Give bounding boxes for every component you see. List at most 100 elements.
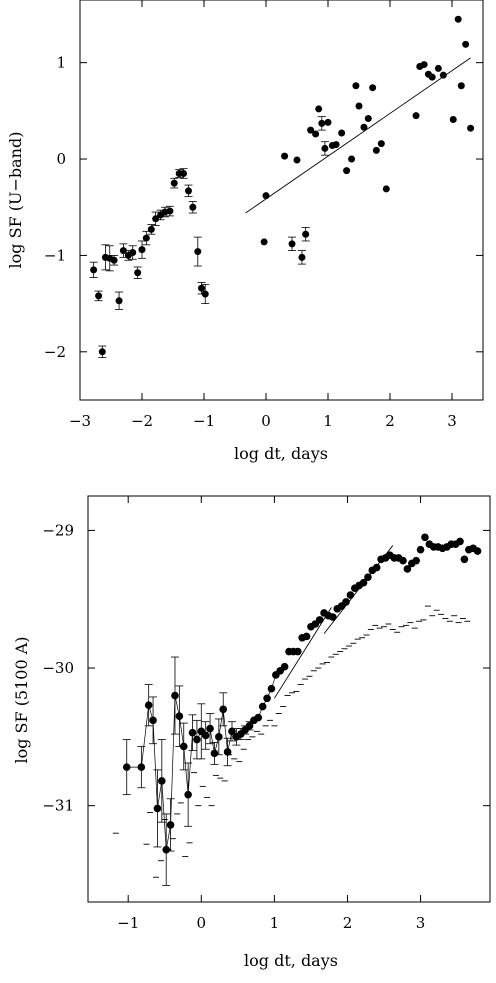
top-chart-data-point — [457, 82, 465, 90]
top-chart-data-point — [355, 102, 363, 110]
top-chart-x-tick-label: 3 — [447, 412, 457, 430]
bottom-chart-data-point — [193, 735, 201, 744]
top-chart-data-point — [467, 124, 475, 132]
top-chart-u-band: log dt, days log SF (U−band) −3 −2 −1 0 1 2 3 −… — [6, 0, 484, 463]
top-chart-data-point — [198, 284, 206, 292]
bottom-chart-y-axis-label: log SF (5100 A) — [12, 636, 31, 763]
bottom-chart-data-point — [473, 547, 482, 555]
top-chart-data-point — [332, 141, 340, 149]
bottom-chart-data-point — [179, 742, 188, 751]
bottom-chart-data-point — [206, 724, 214, 733]
top-chart-data-point — [115, 297, 123, 305]
bottom-chart-x-tick-label: 3 — [416, 914, 426, 932]
top-chart-x-tick-label: −1 — [193, 412, 215, 430]
top-chart-data-point — [129, 249, 137, 257]
top-chart-data-point — [134, 269, 142, 277]
top-chart-data-point — [110, 256, 118, 264]
top-chart-data-point — [95, 292, 103, 300]
top-chart-x-axis-label: log dt, days — [234, 444, 328, 463]
top-chart-data-point — [170, 179, 178, 187]
top-chart-x-tick-label: 0 — [261, 412, 271, 430]
bottom-chart-data-point — [210, 749, 219, 758]
bottom-chart-data-point — [329, 613, 337, 621]
bottom-chart-data-point — [302, 632, 311, 641]
bottom-chart-data-point — [153, 804, 162, 813]
top-chart-data-point — [302, 230, 310, 238]
top-chart-data-point — [194, 248, 202, 256]
bottom-chart-data-point — [122, 763, 131, 771]
bottom-chart-data-point — [346, 591, 355, 599]
top-chart-data-point — [152, 215, 160, 223]
bottom-chart-data-point — [421, 533, 429, 542]
top-chart-data-point — [312, 130, 320, 138]
bottom-chart-data-point — [184, 790, 192, 799]
top-chart-data-point — [201, 290, 209, 298]
top-chart-x-tick-label: 2 — [385, 412, 395, 430]
top-chart-x-tick-label: 1 — [323, 412, 333, 430]
bottom-chart-data-point — [158, 777, 166, 785]
bottom-chart-connecting-line — [126, 670, 281, 850]
bottom-chart-data-point — [201, 731, 210, 740]
bottom-chart-data-point — [137, 763, 146, 771]
top-chart-data-point — [338, 129, 346, 137]
top-chart-frame — [79, 0, 484, 401]
bottom-chart-data-point — [293, 647, 302, 656]
bottom-chart-data-point — [263, 694, 271, 703]
top-chart-data-point — [343, 167, 351, 175]
top-chart-data-point — [138, 246, 146, 254]
top-chart-data-point — [147, 225, 155, 233]
top-chart-data-point — [185, 187, 192, 195]
top-chart-data-point — [260, 238, 268, 246]
bottom-chart-y-tick-label: −29 — [42, 521, 74, 539]
bottom-chart-data-point — [245, 722, 254, 730]
top-chart-data-point — [428, 73, 436, 81]
bottom-chart-data-point — [280, 662, 289, 671]
bottom-chart-data-point — [403, 565, 412, 573]
bottom-chart-data-point — [228, 727, 236, 736]
bottom-chart-data-point — [456, 537, 464, 546]
top-chart-data-point — [281, 152, 289, 160]
bottom-chart-data-point — [144, 701, 153, 709]
bottom-chart-data-point — [315, 616, 324, 624]
bottom-chart-data-point — [364, 573, 372, 581]
bottom-chart-frame — [87, 495, 491, 903]
bottom-chart-data-point — [188, 728, 197, 737]
top-chart-data-point — [307, 126, 315, 134]
bottom-chart-data-point — [399, 556, 407, 565]
bottom-chart-data-point — [267, 684, 276, 693]
bottom-chart-data-point — [219, 705, 228, 714]
top-chart-data-point — [288, 240, 296, 248]
bottom-chart-y-tick-label: −31 — [42, 797, 74, 815]
bottom-chart-5100a: log dt, days log SF (5100 A) −1 0 1 2 3 −31 −3… — [12, 495, 491, 970]
top-chart-data-point — [372, 146, 380, 154]
bottom-chart-x-tick-label: 1 — [270, 914, 280, 932]
top-chart-data-point — [454, 15, 462, 23]
bottom-chart-data-point — [149, 716, 157, 725]
top-chart-data-point — [119, 247, 127, 255]
top-chart-data-point — [434, 64, 442, 72]
top-chart-data-point — [377, 140, 385, 148]
top-chart-fit-line — [245, 57, 471, 214]
bottom-chart-data-point — [223, 748, 232, 756]
top-chart-data-point — [166, 207, 174, 215]
top-chart-data-point — [315, 105, 323, 113]
bottom-chart-data-point — [162, 845, 171, 854]
top-chart-y-axis-label: log SF (U−band) — [6, 132, 25, 269]
bottom-chart-x-tick-label: −1 — [117, 914, 139, 932]
bottom-chart-data-point — [166, 821, 175, 829]
bottom-chart-data-point — [372, 563, 381, 572]
top-chart-x-tick-label: −3 — [69, 412, 91, 430]
top-chart-data-point — [420, 61, 428, 69]
top-chart-data-point — [324, 118, 332, 126]
bottom-chart-data-point — [416, 545, 425, 554]
top-chart-data-point — [412, 112, 420, 120]
top-chart-data-point — [449, 116, 457, 124]
top-chart-data-point — [293, 156, 301, 164]
top-chart-data-point — [439, 71, 447, 79]
top-chart-data-point — [321, 144, 329, 152]
top-chart-data-point — [318, 119, 326, 127]
top-chart-data-point — [90, 266, 98, 274]
bottom-chart-data-point — [412, 556, 420, 565]
top-chart-y-tick-label: 1 — [56, 54, 66, 72]
